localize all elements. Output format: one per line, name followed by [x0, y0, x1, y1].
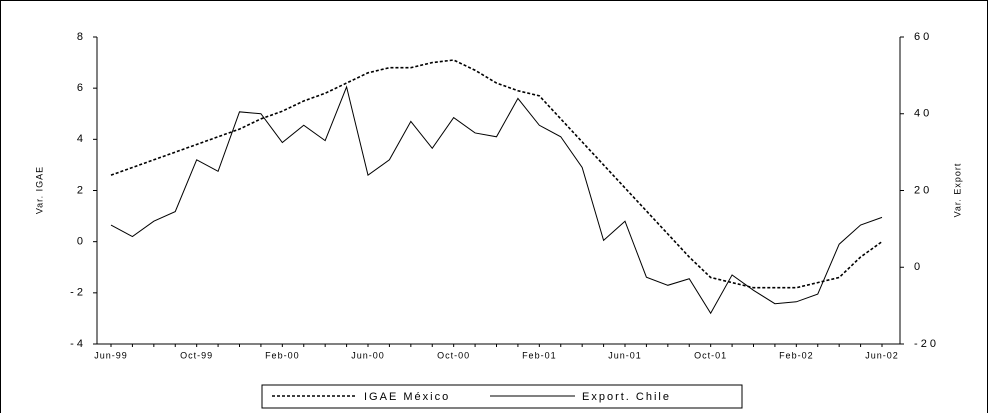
x-tick-label: Jun-02: [865, 350, 899, 360]
x-tick-label: Oct-01: [694, 350, 727, 360]
x-tick-label: Feb-02: [779, 350, 814, 360]
legend-label: Export. Chile: [582, 391, 671, 403]
y-tick-label: 2: [77, 184, 83, 196]
y-tick-label: 6: [77, 82, 83, 94]
y-tick-label: - 2: [70, 287, 83, 299]
x-tick-label: Oct-99: [180, 350, 213, 360]
legend-label: IGAE México: [364, 391, 450, 403]
y2-tick-label: 4 0: [914, 108, 929, 120]
y2-tick-label: 6 0: [914, 31, 929, 43]
y-tick-label: 4: [77, 133, 83, 145]
y2-axis-label: Var. Export: [952, 163, 962, 218]
x-tick-label: Jun-99: [94, 350, 128, 360]
y-axis-label: Var. IGAE: [34, 166, 44, 214]
y-tick-label: 0: [77, 236, 83, 248]
y-tick-label: - 4: [70, 338, 83, 350]
y2-tick-label: 2 0: [914, 184, 929, 196]
y2-tick-label: 0: [914, 261, 920, 273]
x-tick-label: Feb-00: [265, 350, 300, 360]
line-series: [110, 59, 883, 289]
x-tick-label: Jun-00: [351, 350, 385, 360]
y2-tick-label: - 2 0: [914, 338, 936, 350]
x-tick-label: Feb-01: [522, 350, 557, 360]
x-tick-label: Jun-01: [608, 350, 642, 360]
x-tick-label: Oct-00: [437, 350, 470, 360]
line-series: [110, 85, 883, 315]
y-tick-label: 8: [77, 31, 83, 43]
